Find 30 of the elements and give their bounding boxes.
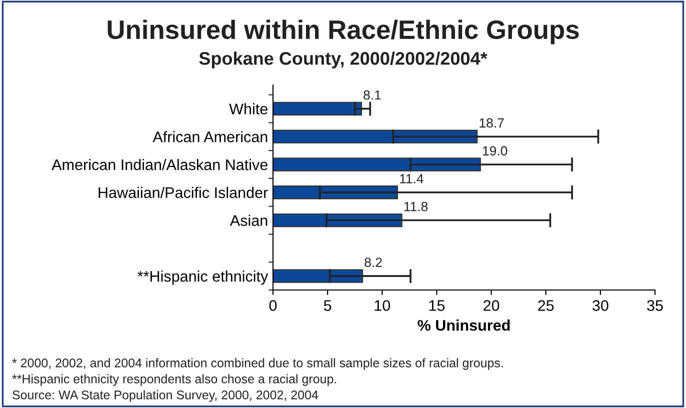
x-tick-label: 30 (592, 300, 608, 311)
x-tick-label: 25 (538, 300, 554, 311)
data-label: 11.4 (400, 174, 424, 184)
bar (273, 130, 478, 144)
data-label: 8.2 (364, 258, 382, 268)
y-tick-label: Hawaiian/Pacific Islander (98, 186, 268, 198)
x-tick-label: 20 (484, 300, 500, 311)
source-note: Source: WA State Population Survey, 2000, 2002, 2004 (12, 390, 318, 402)
bar (273, 269, 364, 283)
data-label: 11.8 (404, 202, 428, 212)
data-label: 18.7 (480, 118, 504, 128)
y-tick-label: African American (152, 131, 268, 142)
y-tick-label: White (229, 103, 268, 114)
x-tick-label: 35 (647, 300, 663, 311)
text: * 2000, 2002, and 2004 information combined due to small sample sizes of racial groups. (12, 358, 503, 370)
chart-subtitle: Spokane County, 2000/2002/2004* (199, 52, 488, 68)
y-tick-label: American Indian/Alaskan Native (52, 158, 268, 170)
x-axis-title: % Uninsured (418, 320, 510, 331)
y-tick-label: Asian (230, 214, 268, 226)
y-tick-label: **Hispanic ethnicity (138, 270, 268, 285)
data-label: 8.1 (364, 90, 381, 100)
bar (273, 158, 481, 172)
chart-title: Uninsured within Race/Ethnic Groups (108, 20, 579, 44)
text: **Hispanic ethnicity respondents also chose a racial group. (12, 374, 336, 386)
bar (273, 102, 362, 116)
data-label: 19.0 (483, 146, 508, 156)
x-tick-label: 5 (324, 300, 332, 311)
x-tick-label: 10 (374, 300, 390, 311)
x-tick-label: 15 (429, 300, 445, 311)
x-tick-label: 0 (269, 300, 277, 311)
